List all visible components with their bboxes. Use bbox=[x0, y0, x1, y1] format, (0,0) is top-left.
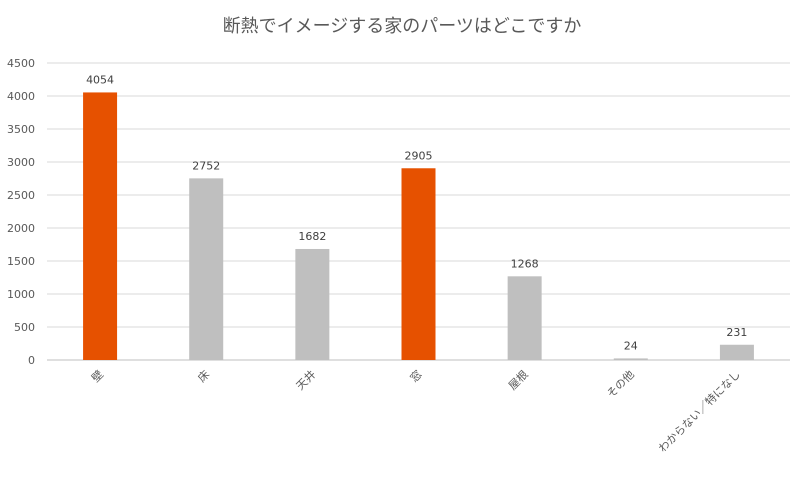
data-label: 1682 bbox=[298, 230, 326, 243]
y-tick-label: 3000 bbox=[7, 156, 35, 169]
bar-3 bbox=[401, 168, 436, 360]
category-label: わからない／特になし bbox=[655, 367, 743, 455]
category-label: 窓 bbox=[407, 367, 425, 385]
y-tick-label: 3500 bbox=[7, 123, 35, 136]
y-tick-label: 0 bbox=[28, 354, 35, 367]
category-label: 床 bbox=[195, 367, 213, 385]
category-label: その他 bbox=[604, 368, 637, 401]
data-label: 1268 bbox=[511, 257, 539, 270]
y-tick-label: 500 bbox=[14, 321, 35, 334]
data-label: 231 bbox=[726, 326, 747, 339]
data-label: 2905 bbox=[405, 149, 433, 162]
x-axis-categories: 壁 床 天井 窓 屋根 その他 わからない／特になし bbox=[89, 367, 744, 455]
data-labels: 4054 2752 1682 2905 1268 24 231 bbox=[86, 73, 747, 352]
y-tick-label: 1000 bbox=[7, 288, 35, 301]
y-tick-label: 2000 bbox=[7, 222, 35, 235]
category-label: 壁 bbox=[89, 367, 107, 385]
data-label: 2752 bbox=[192, 159, 220, 172]
y-tick-label: 2500 bbox=[7, 189, 35, 202]
bar-1 bbox=[189, 178, 224, 360]
y-axis-ticks: 0 500 1000 1500 2000 2500 3000 3500 4000 4500 bbox=[7, 57, 35, 367]
y-tick-label: 4000 bbox=[7, 90, 35, 103]
chart-title: 断熱でイメージする家のパーツはどこですか bbox=[223, 16, 582, 37]
bar-6 bbox=[719, 344, 754, 360]
y-tick-label: 4500 bbox=[7, 57, 35, 70]
category-label: 屋根 bbox=[505, 367, 530, 392]
bar-4 bbox=[507, 276, 542, 360]
y-tick-label: 1500 bbox=[7, 255, 35, 268]
bar-5 bbox=[613, 358, 648, 360]
data-label: 24 bbox=[624, 339, 638, 352]
data-label: 4054 bbox=[86, 73, 114, 86]
category-label: 天井 bbox=[293, 367, 318, 392]
bar-2 bbox=[295, 248, 330, 360]
bar-0 bbox=[83, 92, 118, 360]
bars bbox=[83, 92, 754, 360]
